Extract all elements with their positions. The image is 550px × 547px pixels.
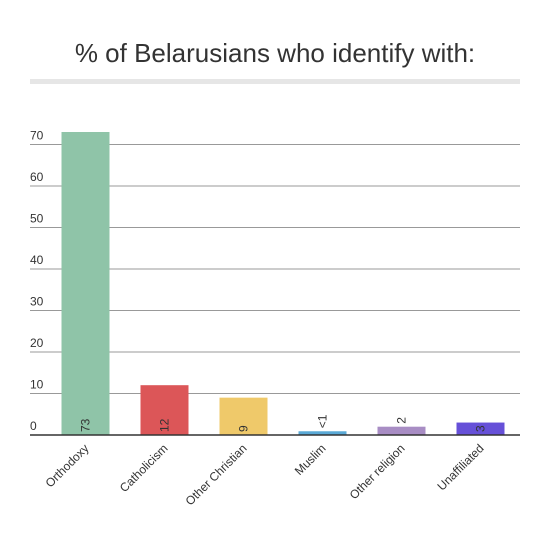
- bar: [219, 397, 268, 435]
- data-label: 73: [79, 418, 93, 432]
- y-tick-label: 0: [30, 419, 37, 433]
- bar: [61, 132, 110, 435]
- y-tick-label: 30: [30, 294, 44, 308]
- bar: [140, 385, 189, 435]
- y-tick-label: 20: [30, 336, 44, 350]
- y-tick-label: 70: [30, 128, 44, 142]
- y-tick-label: 50: [30, 211, 44, 225]
- data-label: 3: [474, 425, 488, 432]
- x-tick-label: Other religion: [347, 441, 408, 502]
- data-label: 9: [237, 425, 251, 432]
- bar: [456, 422, 505, 435]
- x-tick-label: Catholicism: [117, 441, 171, 495]
- x-tick-label: Orthodoxy: [43, 441, 92, 490]
- data-label: <1: [316, 414, 330, 428]
- x-tick-label: Muslim: [292, 441, 329, 478]
- data-label: 12: [158, 418, 172, 432]
- bar: [377, 426, 426, 435]
- chart-title: % of Belarusians who identify with:: [75, 38, 475, 68]
- title-rule: [30, 79, 520, 84]
- x-tick-label: Other Christian: [183, 441, 250, 508]
- x-tick-label: Unaffiliated: [434, 441, 486, 493]
- y-tick-label: 60: [30, 170, 44, 184]
- bar: [298, 431, 347, 435]
- y-tick-label: 10: [30, 377, 44, 391]
- y-tick-label: 40: [30, 253, 44, 267]
- data-label: 2: [395, 417, 409, 424]
